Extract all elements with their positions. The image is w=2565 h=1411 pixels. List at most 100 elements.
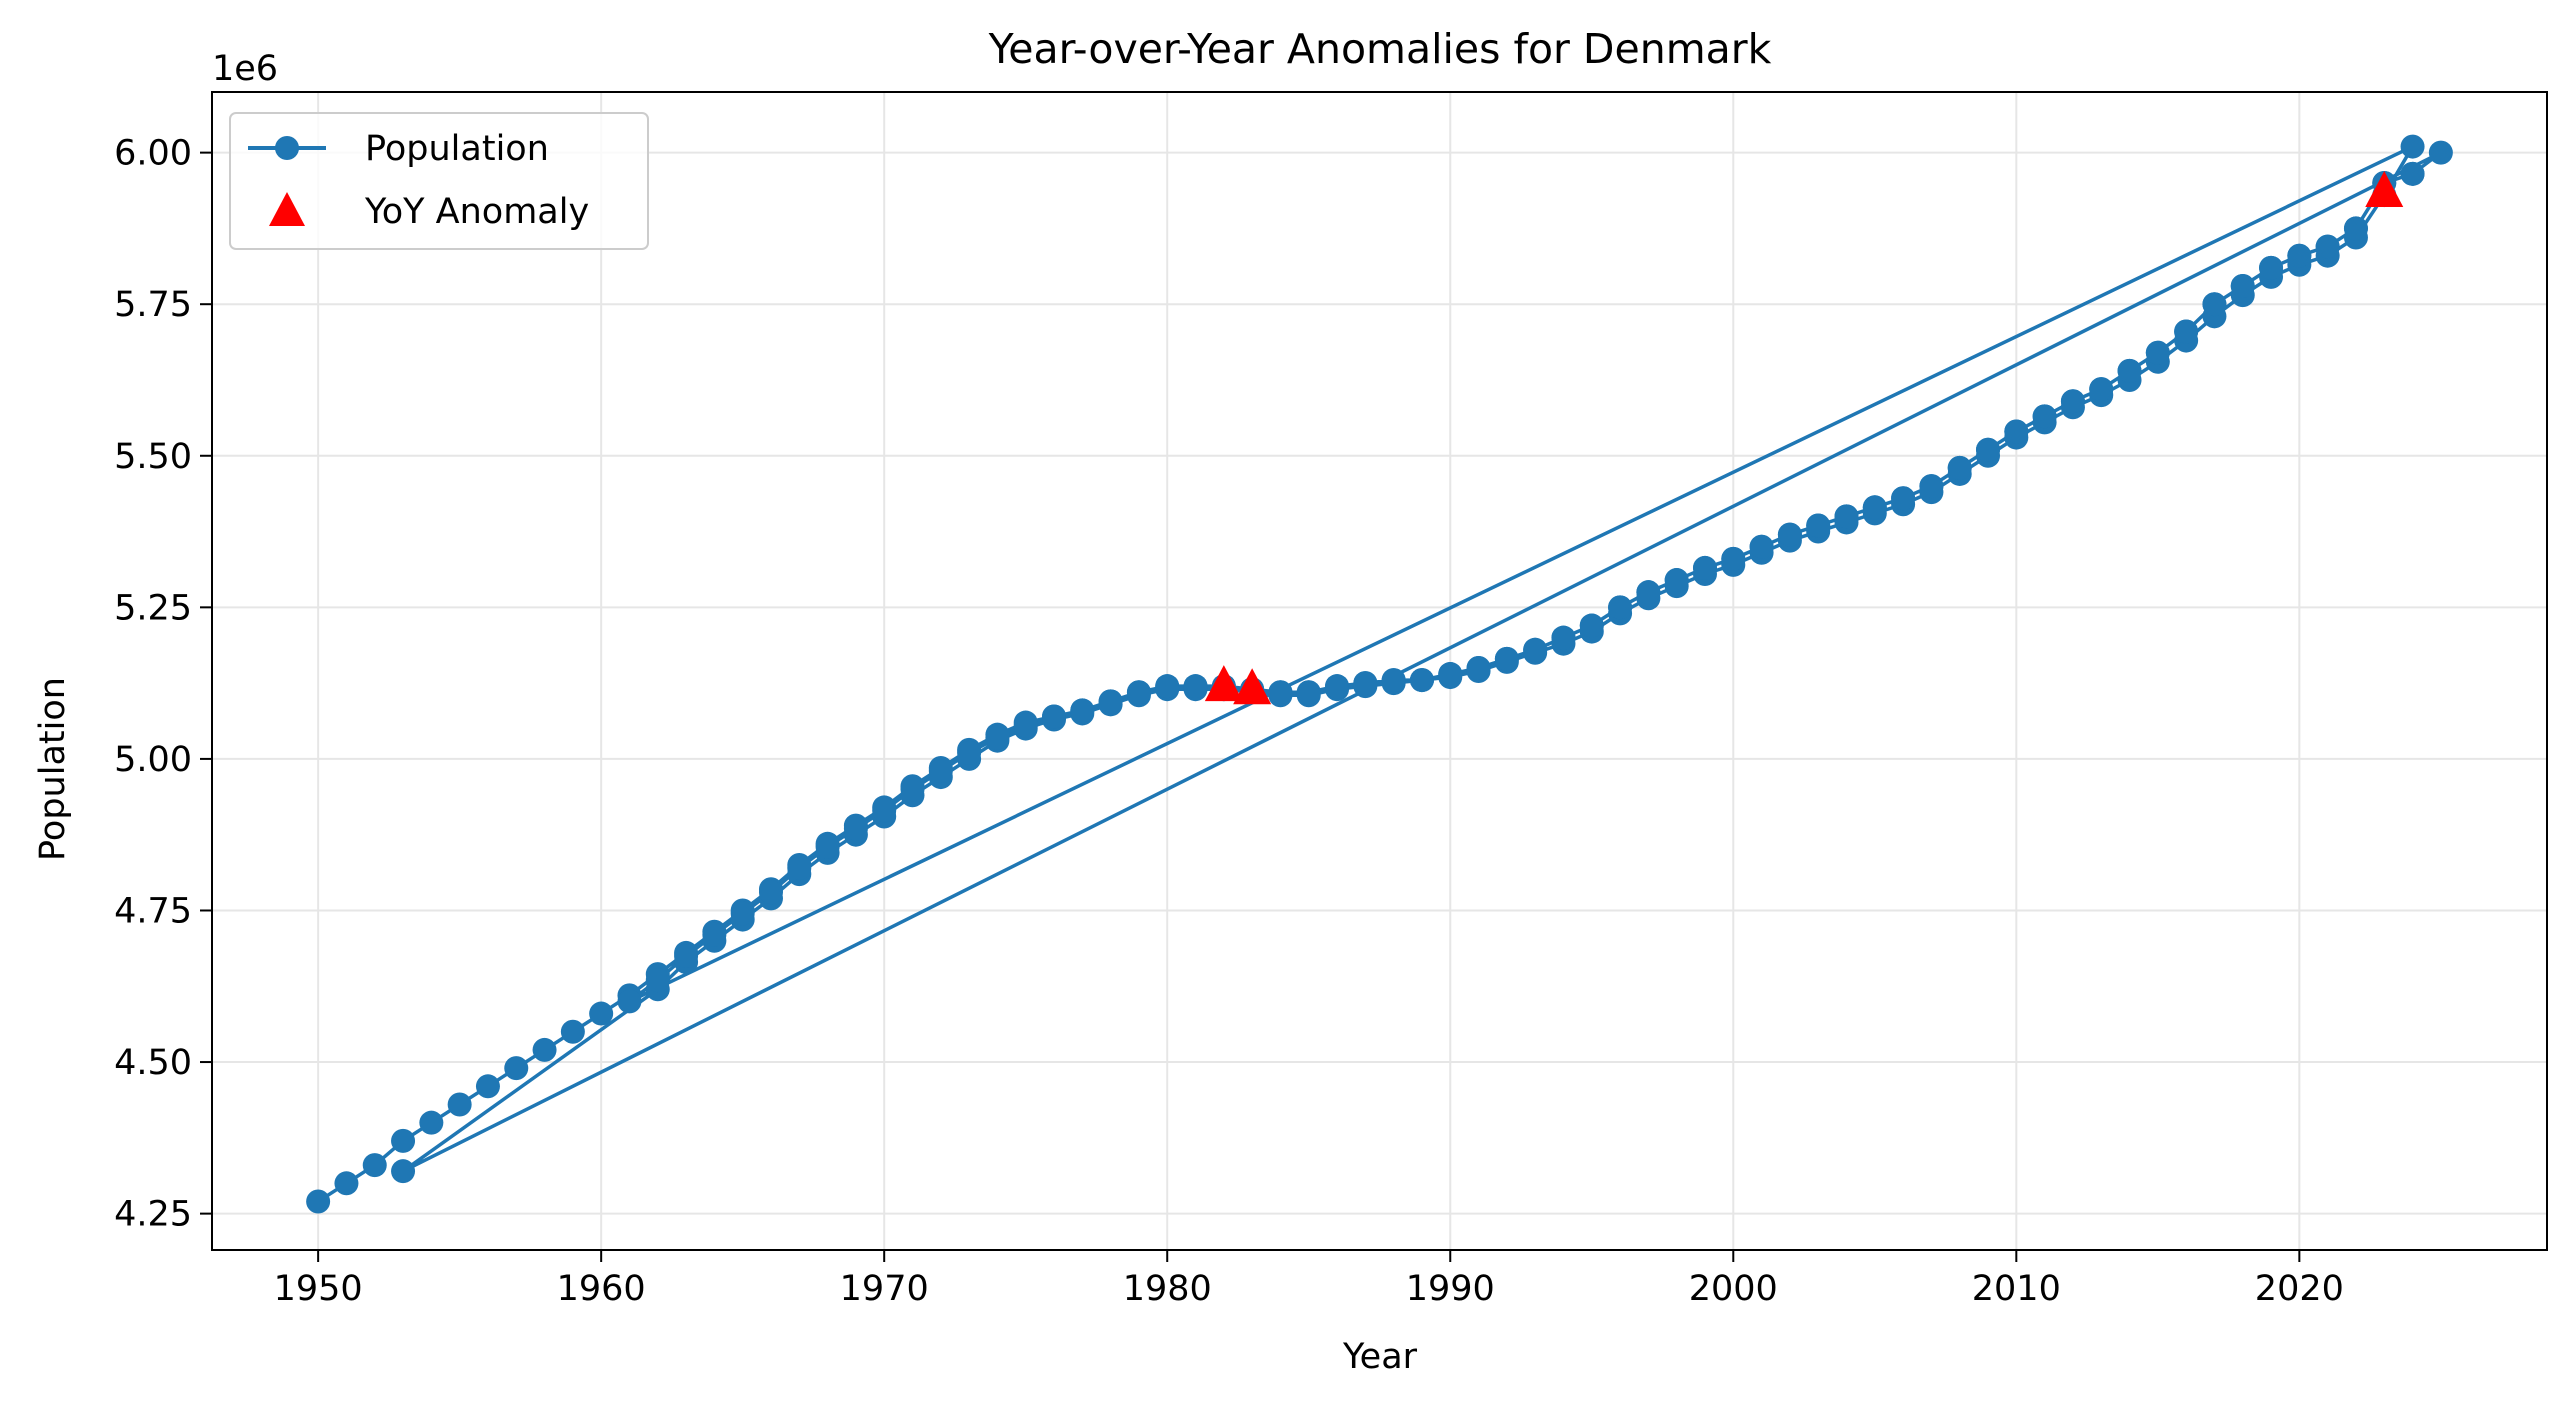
population-point (391, 1128, 416, 1153)
legend: Population YoY Anomaly (229, 112, 649, 250)
legend-circle-marker (275, 136, 299, 160)
y-tick-label: 5.25 (114, 588, 192, 628)
y-tick-label: 5.00 (114, 740, 192, 780)
population-point (1296, 680, 1321, 705)
population-point (2004, 419, 2029, 444)
y-tick-label: 5.50 (114, 437, 192, 477)
y-tick-label: 4.75 (114, 891, 192, 931)
population-point (985, 725, 1010, 750)
population-point (1608, 595, 1633, 620)
anomaly-marker (2365, 171, 2404, 208)
x-tick-label: 1970 (840, 1269, 929, 1309)
population-point (334, 1171, 359, 1196)
population-point (2089, 377, 2114, 402)
population-point (391, 1159, 416, 1184)
population-point (2428, 140, 2453, 165)
population-point (1070, 698, 1095, 723)
x-axis-label: Year (1342, 1337, 1418, 1377)
x-tick-label: 1960 (557, 1269, 646, 1309)
population-point (2117, 358, 2142, 383)
population-point (1721, 546, 1746, 571)
population-point (2287, 243, 2312, 268)
population-point (2174, 319, 2199, 344)
population-point (504, 1056, 529, 1081)
legend-triangle-marker (269, 192, 305, 226)
population-point (1891, 486, 1916, 511)
axes: 1950 1960 1970 1980 1990 2000 2010 2020 4.25 4.50… (114, 91, 2548, 1309)
population-point (1268, 680, 1293, 705)
population-point (532, 1037, 557, 1062)
population-point (2032, 404, 2057, 429)
population-point (758, 880, 783, 905)
legend-label-yoy-anomaly: YoY Anomaly (364, 192, 589, 232)
population-point (787, 856, 812, 881)
plot-frame (211, 91, 2548, 1251)
y-axis-offset-label: 1e6 (212, 49, 278, 89)
y-axis-label: Population (33, 677, 73, 861)
population-point (1976, 437, 2001, 462)
anomaly-marker (1204, 665, 1243, 702)
population-point (2315, 234, 2340, 259)
population-point (617, 989, 642, 1014)
x-tick-label: 2010 (1972, 1269, 2061, 1309)
population-point (1862, 495, 1887, 520)
population-point (645, 968, 670, 993)
population-point (702, 922, 727, 947)
population-point (1947, 455, 1972, 480)
population-point (2145, 340, 2170, 365)
population-point (1551, 625, 1576, 650)
population-point (1636, 580, 1661, 605)
legend-label-population: Population (365, 129, 549, 169)
population-point (1381, 668, 1406, 693)
population-point (1466, 655, 1491, 680)
population-point (872, 798, 897, 823)
population-point (1579, 613, 1604, 638)
population-point (475, 1074, 500, 1099)
population-point (957, 740, 982, 765)
population-point (1777, 522, 1802, 547)
anomaly-marker (1233, 668, 1272, 705)
population-point (2060, 389, 2085, 414)
population-point (1692, 555, 1717, 580)
population-point (900, 777, 925, 802)
population-point (1834, 504, 1859, 529)
x-tick-label: 2000 (1689, 1269, 1778, 1309)
y-tick-label: 4.50 (114, 1043, 192, 1083)
y-tick-label: 6.00 (114, 134, 192, 174)
population-point (1098, 689, 1123, 714)
population-point (1183, 674, 1208, 699)
population-point (1013, 713, 1038, 738)
y-tick-label: 4.25 (114, 1195, 192, 1235)
population-point (589, 1001, 614, 1026)
x-tick-label: 1980 (1123, 1269, 1212, 1309)
population-point (362, 1153, 387, 1178)
population-point (1494, 646, 1519, 671)
population-point (1155, 674, 1180, 699)
population-point (730, 901, 755, 926)
population-point (1806, 513, 1831, 538)
population-point (1353, 671, 1378, 696)
x-tick-label: 1990 (1406, 1269, 1495, 1309)
population-point (2259, 255, 2284, 280)
y-tick-label: 5.75 (114, 285, 192, 325)
population-point (1325, 674, 1350, 699)
population-point (2400, 161, 2425, 186)
population-point (1749, 534, 1774, 559)
population-point (2230, 274, 2255, 299)
population-point (815, 834, 840, 859)
population-point (1409, 668, 1434, 693)
population-point (1438, 662, 1463, 687)
population-point (2343, 216, 2368, 241)
population-point (1919, 474, 1944, 499)
population-point (419, 1110, 444, 1135)
population-point (1042, 704, 1067, 729)
x-tick-label: 2020 (2255, 1269, 2344, 1309)
grid (212, 92, 2547, 1250)
population-point (674, 943, 699, 968)
population-point (1126, 680, 1151, 705)
population-point (2202, 292, 2227, 317)
x-tick-label: 1950 (274, 1269, 363, 1309)
population-point (843, 816, 868, 841)
